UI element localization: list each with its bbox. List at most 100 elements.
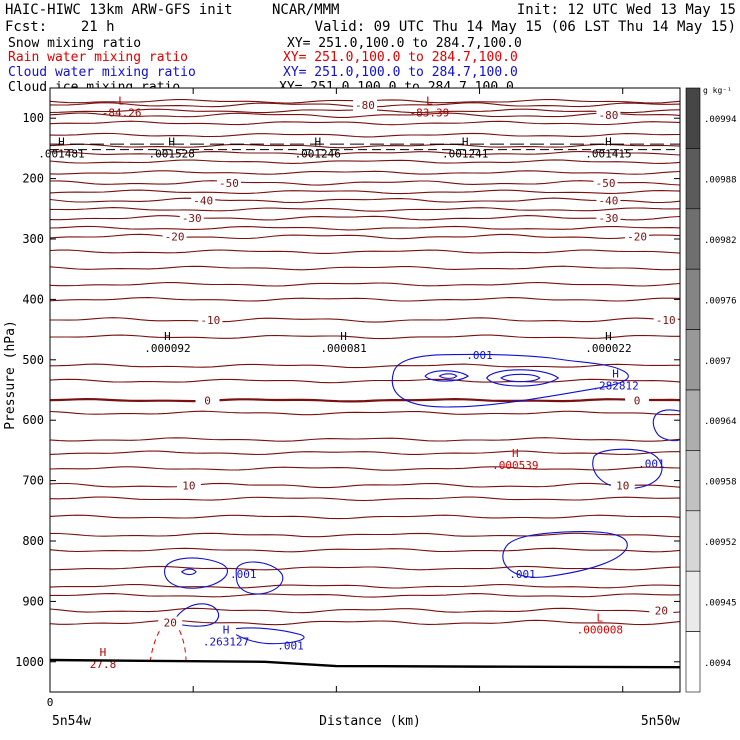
colorbar-label: .00976 — [704, 296, 737, 306]
field-label-snow: Snow mixing ratio — [8, 36, 141, 51]
isotherm-line — [49, 466, 681, 471]
isotherm-line — [49, 532, 681, 538]
colorbar-segment — [685, 148, 701, 210]
isotherm-label: -50 — [596, 177, 616, 190]
isotherm-label-bg — [158, 616, 183, 629]
colorbar-label: .00952 — [704, 538, 737, 548]
x-left-endpoint: 5n54w — [52, 714, 91, 729]
extremum-marker: H — [512, 447, 519, 460]
isotherm-label-bg — [216, 176, 241, 189]
colorbar-unit: g kg⁻¹ — [703, 86, 732, 95]
isotherm-label-bg — [596, 194, 621, 207]
colorbar-segment — [685, 329, 701, 391]
isotherm-label: -30 — [182, 212, 202, 225]
forecast-hour: Fcst: 21 h — [5, 19, 115, 35]
cloud-water-contour — [424, 370, 470, 382]
isotherm-label: -20 — [627, 231, 647, 244]
isotherm-label: 10 — [616, 479, 629, 492]
isotherm-line — [49, 565, 681, 571]
cloud-water-label: .001 — [638, 458, 665, 471]
isotherm-line — [49, 150, 681, 156]
y-tick-label: 700 — [22, 474, 44, 488]
isotherm-line — [49, 143, 681, 149]
colorbar-segment — [685, 450, 701, 512]
extremum-value: .001528 — [149, 147, 195, 160]
isotherm-label: 20 — [655, 604, 668, 617]
isotherm-label-bg — [625, 230, 650, 243]
cloud-water-contour — [486, 369, 560, 387]
plot-background — [50, 88, 680, 692]
extremum-marker: H — [340, 330, 347, 343]
isotherm-line — [49, 159, 681, 164]
extremum-marker: H — [223, 623, 230, 636]
cloud-water-contours — [163, 353, 681, 645]
cloud-water-contour — [163, 557, 228, 589]
cloud-water-label: .001 — [509, 568, 536, 581]
contour-labels: -80 -80 -50 -50 -40 -40 -30 -30 -20 -20 -10 -10 0 0 10… — [38, 94, 678, 671]
field-label-rain: Rain water mixing ratio — [8, 50, 188, 65]
y-tick-label: 400 — [22, 292, 44, 306]
plot-frame — [49, 87, 681, 693]
surface-line — [49, 658, 681, 669]
colorbar-label: .00988 — [704, 176, 737, 186]
extremum-marker: H — [314, 135, 321, 148]
colorbar-label: .0094 — [704, 659, 731, 669]
colorbar-label: .00945 — [704, 598, 737, 608]
isotherm-line — [49, 189, 681, 195]
extremum-marker: H — [462, 135, 469, 148]
colorbar-label: .00982 — [704, 236, 737, 246]
colorbar-segment — [685, 268, 701, 330]
field-label-cloud-water: Cloud water mixing ratio — [8, 65, 196, 80]
isotherm-line — [49, 207, 681, 212]
isotherm-label-bg — [353, 98, 377, 111]
isotherm-line — [49, 170, 681, 175]
extremum-marker: H — [58, 135, 65, 148]
isotherm-label-bg — [179, 211, 204, 224]
extremum-value: .000081 — [320, 342, 366, 355]
y-tick-label: 600 — [22, 413, 44, 427]
isotherm-label-bg — [610, 479, 635, 492]
isotherm-label: 0 — [634, 394, 641, 407]
isotherm-label-bg — [625, 394, 650, 407]
isotherm-label-bg — [593, 176, 618, 189]
isotherm-label: 10 — [182, 479, 195, 492]
cloud-water-contour — [438, 373, 458, 379]
isotherm-line — [49, 607, 681, 614]
extremum-marker: H — [100, 646, 107, 659]
colorbar-segment — [685, 87, 701, 149]
field-xy-snow: XY= 251.0,100.0 to 284.7,100.0 — [287, 36, 522, 51]
extremum-marker: H — [168, 135, 175, 148]
isotherm-label-bg — [162, 230, 187, 243]
isotherm-label: -10 — [200, 314, 220, 327]
isotherm-line — [49, 265, 681, 271]
extremum-value: .000022 — [585, 342, 631, 355]
isotherm-line — [49, 619, 681, 626]
colorbar-segment — [685, 570, 701, 632]
colorbar-segment — [685, 389, 701, 451]
x-right-endpoint: 5n50w — [641, 714, 680, 729]
isotherm-label: -40 — [598, 194, 618, 207]
isotherm-label-bg — [195, 394, 220, 407]
isotherm-line — [50, 334, 680, 340]
extremum-value: .000008 — [577, 623, 623, 636]
isotherm-line — [49, 514, 681, 520]
colorbar: .00994 .00988 .00982 .00976 .0097 .00964 .0095… — [685, 86, 737, 693]
cloud-water-label: .001 — [466, 349, 493, 362]
isotherm-line — [49, 120, 681, 126]
y-tick-label: 200 — [22, 172, 44, 186]
isotherm-line — [49, 547, 681, 553]
field-xy-cloud-water: XY= 251.0,100.0 to 284.7,100.0 — [283, 65, 518, 80]
y-tick-label: 100 — [22, 111, 44, 125]
isotherm-line — [49, 249, 681, 254]
cloud-water-contour — [172, 603, 220, 627]
isotherm-line — [50, 317, 681, 323]
isotherm-label: -30 — [598, 212, 618, 225]
extremum-value: .001481 — [38, 147, 84, 160]
y-tick-label: 300 — [22, 232, 44, 246]
extremum-value: .000092 — [144, 342, 190, 355]
center-title: NCAR/MMM — [272, 2, 339, 18]
isotherm-label: -80 — [355, 99, 375, 112]
freezing-level-line — [49, 397, 681, 403]
y-tick-label: 1000 — [15, 655, 44, 669]
